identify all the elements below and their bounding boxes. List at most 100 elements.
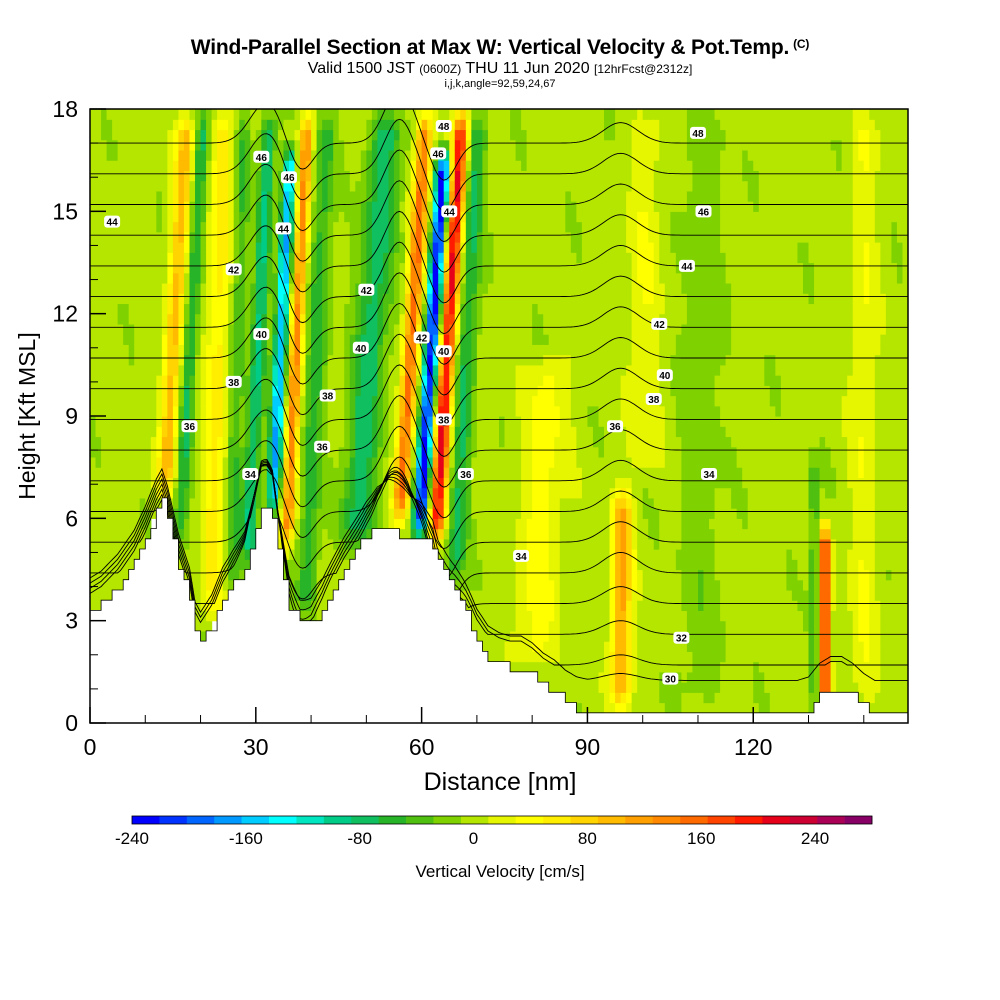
velocity-cell: [537, 242, 544, 253]
velocity-cell: [587, 119, 594, 131]
velocity-cell: [570, 190, 577, 202]
velocity-cell: [416, 119, 423, 131]
velocity-cell: [211, 170, 218, 182]
velocity-cell: [576, 344, 583, 356]
velocity-cell: [570, 528, 577, 540]
velocity-cell: [95, 405, 102, 417]
velocity-cell: [316, 282, 323, 294]
velocity-cell: [178, 252, 185, 264]
velocity-cell: [416, 364, 423, 376]
velocity-cell: [327, 518, 334, 530]
velocity-cell: [631, 119, 638, 131]
velocity-cell: [499, 630, 506, 642]
velocity-cell: [416, 395, 423, 407]
velocity-cell: [416, 272, 423, 284]
velocity-cell: [101, 272, 108, 284]
velocity-cell: [327, 160, 334, 171]
velocity-cell: [438, 323, 445, 335]
velocity-cell: [200, 180, 207, 192]
velocity-cell: [95, 446, 102, 458]
velocity-cell: [178, 518, 185, 530]
velocity-cell: [615, 170, 622, 182]
velocity-cell: [300, 334, 307, 345]
velocity-cell: [482, 416, 489, 427]
velocity-cell: [300, 170, 307, 182]
velocity-cell: [410, 375, 417, 386]
velocity-cell: [592, 364, 600, 376]
velocity-cell: [504, 630, 511, 642]
velocity-cell: [510, 487, 517, 499]
velocity-cell: [487, 405, 495, 417]
velocity-cell: [195, 385, 202, 397]
velocity-cell: [167, 190, 174, 202]
velocity-cell: [305, 477, 312, 489]
velocity-cell: [316, 149, 323, 161]
velocity-cell: [360, 487, 367, 499]
velocity-cell: [637, 569, 644, 581]
velocity-cell: [399, 211, 406, 223]
velocity-cell: [106, 538, 113, 550]
velocity-cell: [454, 528, 461, 540]
velocity-cell: [90, 303, 97, 315]
velocity-cell: [206, 149, 213, 161]
velocity-cell: [587, 620, 594, 632]
velocity-cell: [316, 549, 323, 560]
velocity-cell: [123, 262, 130, 274]
velocity-cell: [145, 334, 152, 345]
velocity-cell: [642, 170, 649, 182]
velocity-cell: [581, 456, 589, 468]
velocity-cell: [554, 487, 561, 499]
velocity-cell: [515, 149, 522, 161]
velocity-cell: [521, 109, 528, 120]
velocity-cell: [228, 569, 235, 581]
velocity-cell: [338, 180, 345, 192]
velocity-cell: [449, 221, 456, 233]
velocity-cell: [189, 252, 196, 264]
velocity-cell: [255, 119, 262, 131]
velocity-cell: [344, 323, 351, 335]
velocity-cell: [604, 579, 611, 591]
velocity-cell: [416, 467, 423, 478]
velocity-cell: [438, 528, 445, 540]
velocity-cell: [637, 344, 644, 356]
velocity-cell: [217, 354, 224, 366]
velocity-cell: [206, 293, 213, 305]
velocity-cell: [493, 231, 500, 243]
velocity-cell: [305, 323, 312, 335]
velocity-cell: [322, 467, 329, 478]
velocity-cell: [277, 109, 285, 120]
velocity-cell: [576, 109, 583, 120]
velocity-cell: [172, 160, 180, 171]
velocity-cell: [399, 231, 406, 243]
velocity-cell: [145, 456, 152, 468]
velocity-cell: [344, 119, 351, 131]
velocity-cell: [454, 139, 461, 151]
velocity-cell: [432, 426, 439, 438]
velocity-cell: [172, 211, 180, 223]
velocity-cell: [393, 375, 401, 386]
velocity-cell: [604, 211, 611, 223]
velocity-cell: [244, 242, 251, 253]
velocity-cell: [139, 293, 146, 305]
velocity-cell: [432, 456, 439, 468]
velocity-cell: [233, 231, 240, 243]
velocity-cell: [261, 242, 268, 253]
velocity-cell: [521, 282, 528, 294]
velocity-cell: [233, 323, 240, 335]
velocity-cell: [465, 323, 472, 335]
velocity-cell: [283, 508, 290, 519]
velocity-cell: [416, 487, 423, 499]
velocity-cell: [233, 109, 240, 120]
velocity-cell: [266, 201, 273, 212]
velocity-cell: [405, 395, 412, 407]
velocity-cell: [300, 129, 307, 141]
velocity-cell: [200, 334, 207, 345]
velocity-cell: [587, 313, 594, 325]
velocity-cell: [615, 119, 622, 131]
velocity-cell: [642, 242, 649, 253]
velocity-cell: [217, 426, 224, 438]
velocity-cell: [543, 589, 550, 601]
velocity-cell: [206, 600, 213, 612]
velocity-cell: [393, 221, 401, 233]
velocity-cell: [427, 508, 434, 519]
